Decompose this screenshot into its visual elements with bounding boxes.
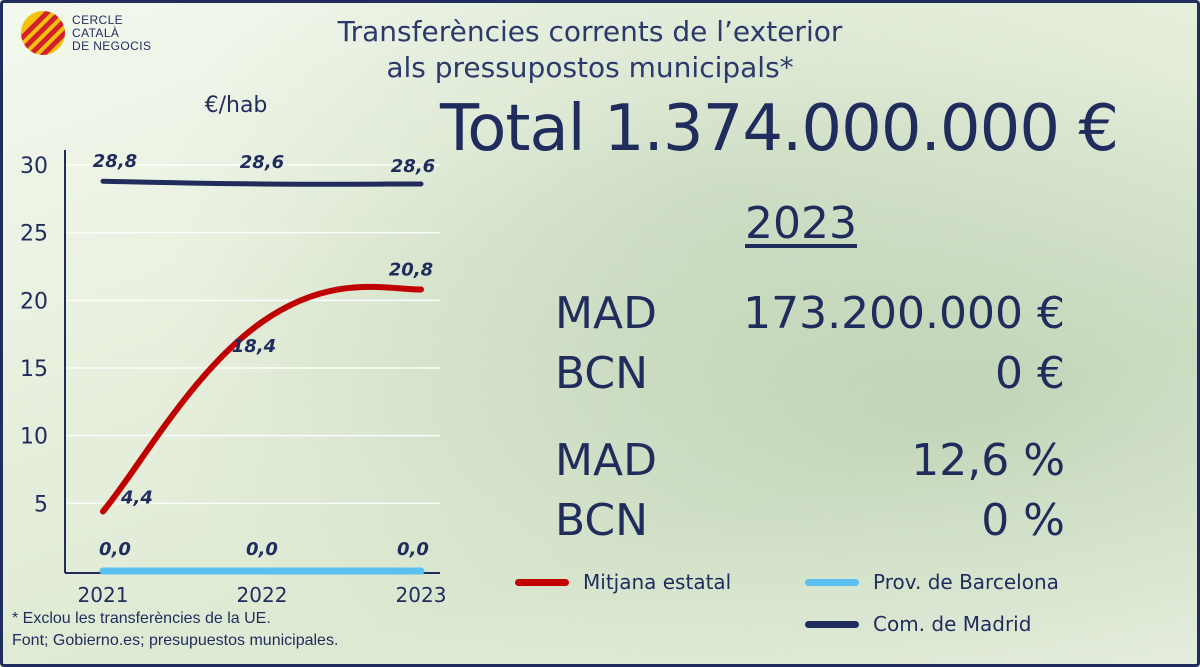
y-tick-label: 15 [20, 357, 48, 382]
data-label-mitjana-estatal: 20,8 [389, 260, 433, 281]
stat-value: 0 % [981, 495, 1065, 546]
y-tick-label: 30 [20, 154, 48, 179]
data-label-mitjana-estatal: 4,4 [120, 487, 153, 508]
total-amount: Total 1.374.000.000 € [440, 92, 1119, 166]
brand-name: CERCLE CATALÀ DE NEGOCIS [72, 12, 152, 53]
data-label-com-madrid: 28,8 [93, 151, 137, 172]
y-tick-label: 20 [20, 289, 48, 314]
stat-value: 0 € [995, 348, 1065, 399]
y-tick-label: 5 [34, 492, 48, 517]
stat-label: MAD [555, 288, 657, 339]
stat-label: BCN [555, 348, 649, 399]
stat-row-bcn-amount: BCN 0 € [555, 348, 1065, 399]
series-line-com-madrid [100, 178, 424, 187]
stat-label: BCN [555, 495, 649, 546]
brand-logo: CERCLE CATALÀ DE NEGOCIS [20, 10, 151, 56]
legend-item-madrid: Com. de Madrid [805, 612, 1031, 636]
data-label-com-madrid: 28,6 [240, 152, 284, 173]
x-tick-label: 2021 [78, 583, 129, 607]
data-label-prov-barcelona: 0,0 [246, 539, 278, 560]
data-label-mitjana-estatal: 18,4 [232, 336, 276, 357]
y-tick-label: 25 [20, 222, 48, 247]
stat-label: MAD [555, 435, 657, 486]
legend-item-mitjana: Mitjana estatal [515, 570, 731, 594]
x-tick-label: 2022 [237, 583, 288, 607]
series-line-mitjana-estatal [100, 283, 424, 515]
y-tick-label: 10 [20, 425, 48, 450]
legend-swatch [805, 620, 859, 628]
data-label-com-madrid: 28,6 [391, 156, 435, 177]
legend-swatch [515, 578, 569, 586]
legend-label: Com. de Madrid [873, 612, 1032, 636]
title-line-2: als pressupostos municipals* [386, 51, 794, 84]
data-label-prov-barcelona: 0,0 [99, 539, 131, 560]
year-heading: 2023 [745, 198, 857, 249]
page-title: Transferències corrents de l’exterior al… [260, 14, 920, 86]
x-tick-label: 2023 [396, 583, 447, 607]
title-line-1: Transferències corrents de l’exterior [337, 15, 843, 48]
stat-row-mad-percent: MAD 12,6 % [555, 435, 1065, 486]
legend-label: Prov. de Barcelona [873, 570, 1059, 594]
stat-value: 12,6 % [911, 435, 1065, 486]
legend-swatch [805, 578, 859, 586]
stat-row-bcn-percent: BCN 0 % [555, 495, 1065, 546]
line-chart: €/hab 5 10 15 20 25 30 2021 2022 2023 4,4 18,4 20,… [20, 93, 447, 607]
stat-row-mad-amount: MAD 173.200.000 € [555, 288, 1065, 339]
footnotes: * Exclou les transferències de la UE. Fo… [12, 608, 338, 652]
stat-value: 173.200.000 € [743, 288, 1065, 339]
legend-item-barcelona: Prov. de Barcelona [805, 570, 1059, 594]
senyera-circle-icon [21, 11, 65, 55]
y-axis-label: €/hab [205, 93, 268, 118]
footnote-source: Font; Gobierno.es; presupuestos municipa… [12, 632, 339, 649]
footnote-exclusion: * Exclou les transferències de la UE. [12, 610, 271, 627]
data-label-prov-barcelona: 0,0 [397, 539, 429, 560]
legend-label: Mitjana estatal [583, 570, 732, 594]
